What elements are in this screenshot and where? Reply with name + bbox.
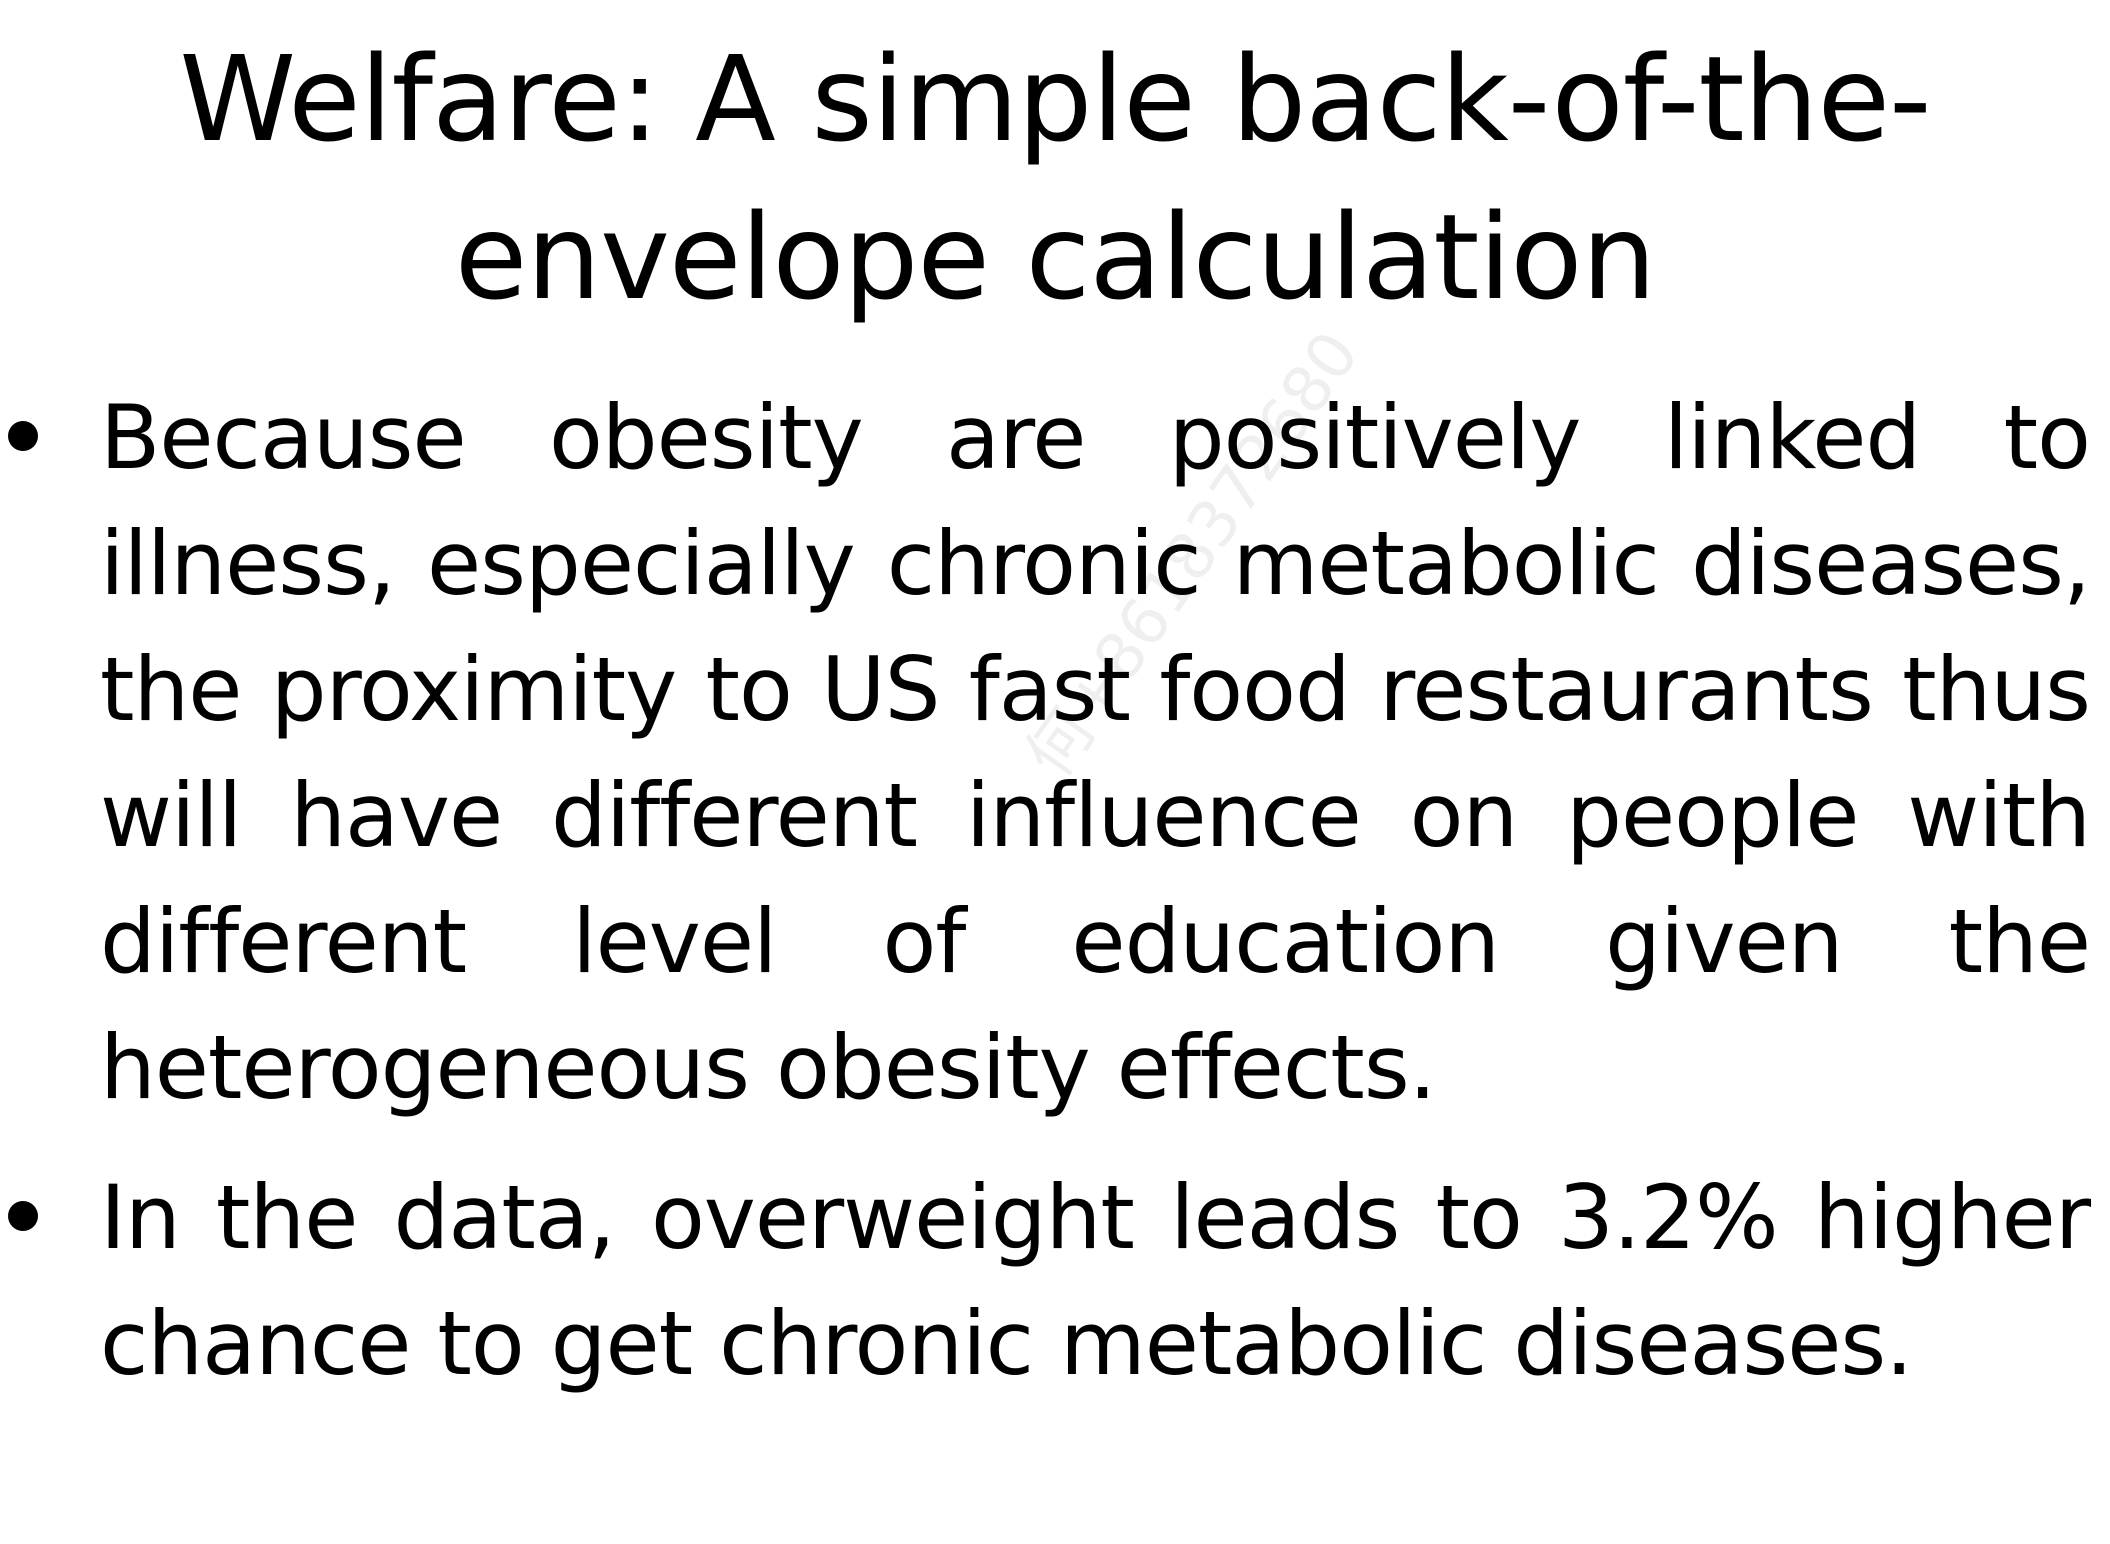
bullet-item: Because obesity are positively linked to… [0,375,2110,1131]
bullet-dot-icon [8,421,38,451]
bullet-item: In the data, overweight leads to 3.2% hi… [0,1155,2110,1407]
bullet-dot-icon [8,1201,38,1231]
bullet-text: Because obesity are positively linked to… [100,386,2091,1119]
bullet-list: Because obesity are positively linked to… [0,375,2110,1431]
bullet-text: In the data, overweight leads to 3.2% hi… [100,1166,2091,1395]
slide-title: Welfare: A simple back-of-the-envelope c… [179,30,1931,326]
